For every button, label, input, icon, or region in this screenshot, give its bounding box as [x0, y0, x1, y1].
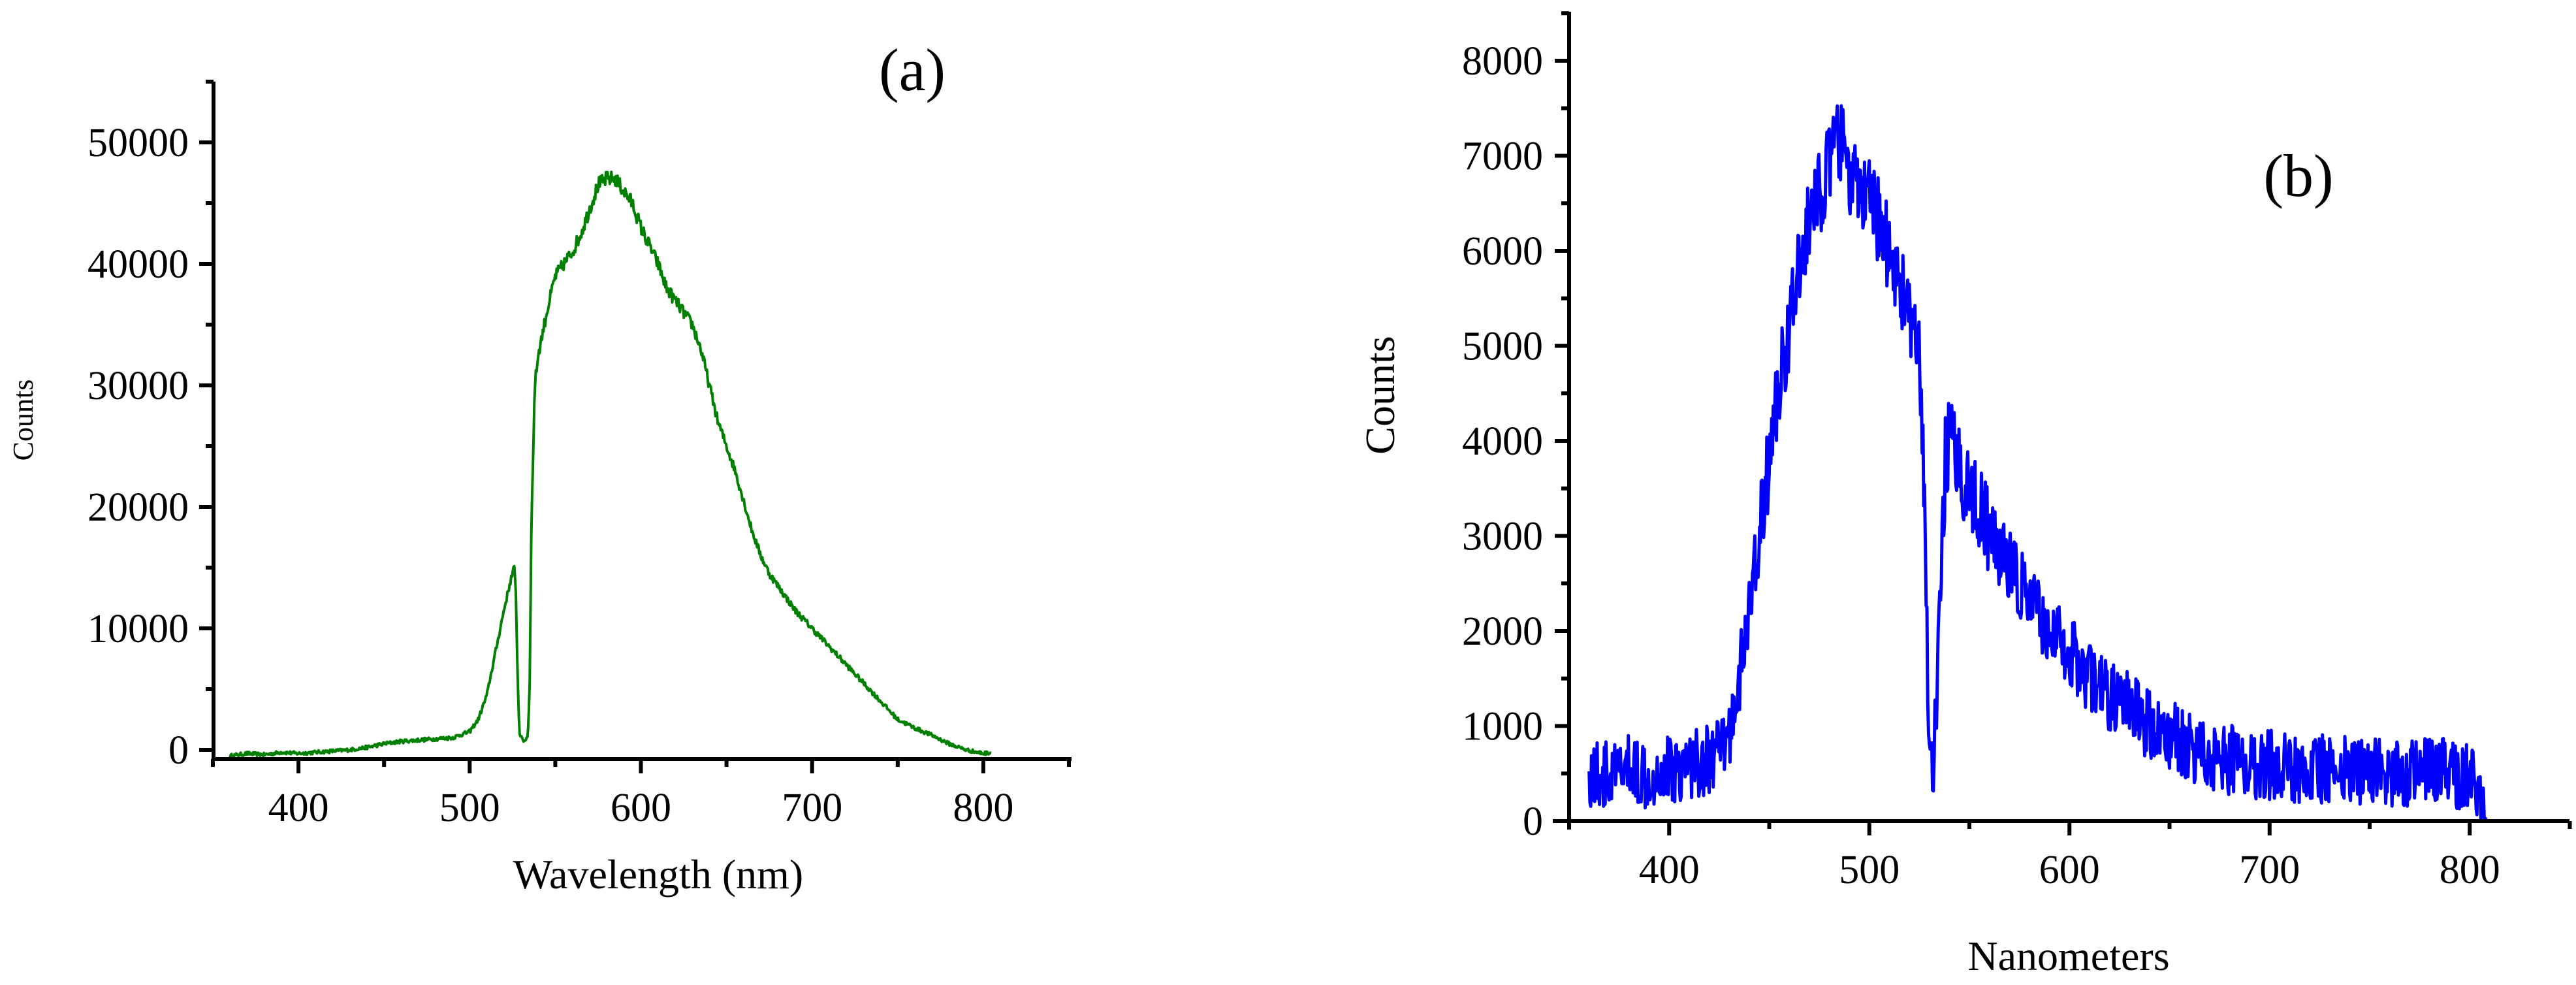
x-tick-label: 700 — [2239, 848, 2300, 892]
y-tick-label: 20000 — [87, 485, 189, 530]
x-tick-label: 500 — [1839, 848, 1900, 892]
y-tick-label: 10000 — [87, 607, 189, 651]
y-tick-label: 1000 — [1462, 705, 1543, 749]
y-axis-title-b: Counts — [1357, 336, 1403, 454]
y-axis-ticks-a: 0 10000 20000 30000 40000 50000 — [87, 80, 214, 773]
y-tick-label: 0 — [168, 728, 189, 773]
x-axis-title-a: Wavelength (nm) — [513, 851, 803, 897]
y-tick-label: 3000 — [1462, 515, 1543, 559]
y-tick-label: 50000 — [87, 121, 189, 165]
spectrum-line-b — [1587, 104, 2488, 823]
y-tick-label: 7000 — [1462, 135, 1543, 179]
x-axis-title-b: Nanometers — [1967, 933, 2169, 979]
x-tick-label: 400 — [1639, 848, 1700, 892]
y-tick-label: 0 — [1523, 799, 1543, 844]
x-tick-label: 500 — [439, 786, 500, 830]
panel-label-b: (b) — [2263, 142, 2333, 209]
y-tick-label: 40000 — [87, 242, 189, 287]
x-tick-label: 400 — [268, 786, 329, 830]
y-tick-label: 2000 — [1462, 609, 1543, 654]
y-tick-label: 5000 — [1462, 325, 1543, 369]
x-tick-label: 600 — [611, 786, 671, 830]
x-tick-label: 800 — [2440, 848, 2500, 892]
chart-panel-b: 0 1000 2000 3000 4000 5000 6000 7000 8000 400 500… — [1357, 11, 2572, 979]
y-axis-ticks-b: 0 1000 2000 3000 4000 5000 6000 7000 8000 — [1462, 11, 1569, 844]
y-tick-label: 4000 — [1462, 419, 1543, 464]
chart-panel-a: 0 10000 20000 30000 40000 50000 400 500 600 700 8… — [7, 37, 1072, 897]
y-tick-label: 30000 — [87, 364, 189, 408]
y-tick-label: 6000 — [1462, 229, 1543, 274]
panel-label-a: (a) — [879, 37, 946, 103]
x-tick-label: 700 — [782, 786, 842, 830]
x-tick-label: 800 — [953, 786, 1013, 830]
y-tick-label: 8000 — [1462, 39, 1543, 84]
y-axis-title-a: Counts — [7, 379, 39, 461]
x-tick-label: 600 — [2039, 848, 2100, 892]
spectrum-line-a — [229, 170, 992, 759]
x-axis-ticks-b: 400 500 600 700 800 — [1567, 821, 2572, 892]
x-axis-ticks-a: 400 500 600 700 800 — [211, 759, 1071, 830]
